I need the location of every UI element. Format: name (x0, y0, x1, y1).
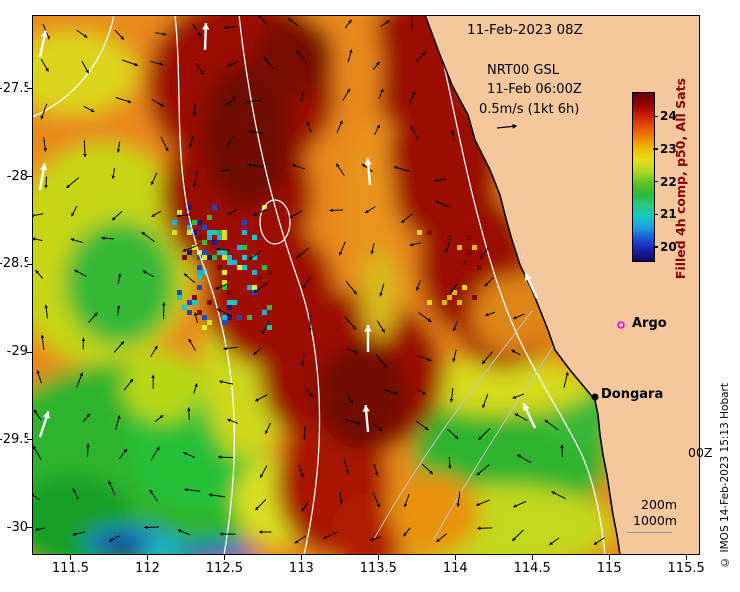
x-tick-mark (531, 555, 533, 560)
x-tick-label: 113 (288, 561, 314, 576)
dongara-label: Dongara (601, 387, 664, 402)
product-label: NRT00 GSL (487, 63, 559, 78)
y-tick-mark (27, 527, 32, 529)
map-canvas (32, 15, 700, 555)
credit-text: © IMOS 14-Feb-2023 15:13 Hobart (719, 383, 731, 568)
colorbar (632, 92, 655, 262)
y-tick-mark (27, 263, 32, 265)
x-tick-label: 114.5 (513, 561, 551, 576)
y-tick-mark (27, 88, 32, 90)
colorbar-tick-mark (653, 115, 658, 118)
x-tick-label: 114 (442, 561, 468, 576)
y-tick-label: -29 (6, 344, 28, 360)
colorbar-tick-mark (653, 213, 658, 216)
colorbar-tick-label: 21 (660, 207, 677, 222)
dongara-marker (591, 393, 599, 401)
y-tick-label: -29.5 (0, 431, 28, 447)
x-tick-label: 112 (135, 561, 160, 576)
coastline (424, 15, 621, 555)
x-tick-label: 115 (596, 561, 622, 576)
y-tick-label: -28 (6, 168, 28, 184)
y-tick-label: -28.5 (0, 256, 28, 272)
contour-legend-line (627, 532, 672, 533)
bathymetry-contours-gray (373, 310, 555, 540)
x-tick-mark (608, 555, 610, 560)
x-tick-mark (146, 555, 148, 560)
colorbar-tick-label: 20 (660, 239, 677, 254)
vector-time-label: 11-Feb 06:00Z (487, 82, 582, 97)
x-tick-mark (69, 555, 71, 560)
colorbar-tick-mark (653, 148, 658, 150)
y-tick-label: -30 (6, 519, 28, 535)
y-tick-mark (27, 176, 32, 178)
contour-1000m-label: 1000m (633, 513, 677, 528)
x-tick-label: 111.5 (51, 561, 90, 576)
land (425, 15, 700, 555)
x-tick-mark (454, 555, 456, 560)
datetime-label: 11-Feb-2023 08Z (467, 22, 583, 38)
colorbar-tick-mark (653, 181, 658, 183)
y-tick-label: -27.5 (0, 80, 28, 96)
bathymetry-contours-white (32, 15, 606, 555)
colorbar-tick-label: 22 (660, 174, 677, 189)
x-tick-mark (685, 555, 687, 560)
vector-scale-label: 0.5m/s (1kt 6h) (479, 102, 580, 117)
plot-frame (32, 15, 700, 555)
colorbar-tick-label: 23 (660, 142, 677, 157)
argo-label: Argo (632, 316, 667, 331)
x-tick-label: 112.5 (205, 561, 243, 576)
x-tick-mark (300, 555, 302, 560)
vector-scale-arrow (496, 123, 517, 129)
contour-200m-label: 200m (641, 497, 678, 512)
x-tick-label: 115.5 (667, 561, 705, 576)
strong-current-vectors (38, 22, 539, 438)
x-tick-label: 113.5 (359, 561, 397, 576)
x-tick-mark (377, 555, 379, 560)
partial-time-label: 00Z (688, 445, 713, 460)
y-tick-mark (27, 439, 32, 441)
argo-marker (617, 321, 625, 329)
y-tick-mark (27, 351, 32, 353)
cloud-gap-pixels (172, 205, 482, 330)
colorbar-tick-label: 24 (660, 109, 677, 124)
x-tick-mark (223, 555, 225, 560)
colorbar-tick-mark (653, 246, 658, 248)
